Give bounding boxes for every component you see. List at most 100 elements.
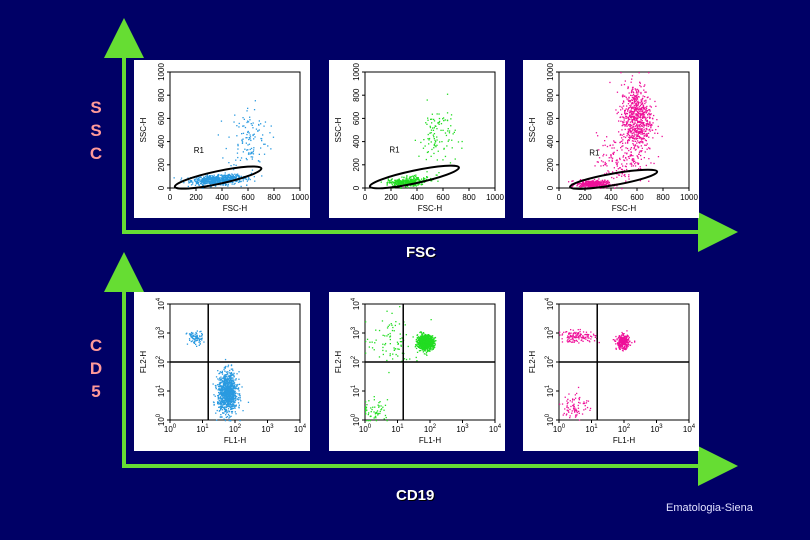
- data-point: [640, 168, 642, 170]
- data-point: [631, 99, 633, 102]
- data-point: [232, 398, 235, 400]
- data-point: [640, 91, 642, 94]
- data-point: [234, 395, 237, 397]
- data-point: [272, 136, 275, 138]
- data-point: [222, 412, 224, 414]
- data-point: [238, 180, 241, 183]
- data-point: [625, 96, 627, 98]
- data-point: [420, 339, 422, 341]
- data-point: [198, 335, 201, 337]
- data-point: [397, 343, 399, 345]
- data-point: [400, 181, 402, 183]
- data-point: [237, 173, 239, 175]
- data-point: [433, 138, 435, 140]
- data-point: [409, 179, 411, 182]
- data-point: [618, 131, 620, 133]
- data-point: [599, 185, 601, 187]
- data-points: [568, 72, 663, 190]
- data-point: [218, 177, 221, 179]
- data-point: [226, 389, 228, 391]
- data-point: [605, 163, 607, 165]
- data-point: [388, 324, 391, 326]
- data-point: [231, 176, 234, 178]
- data-point: [644, 110, 646, 113]
- data-point: [638, 151, 641, 153]
- data-point: [632, 86, 634, 89]
- data-point: [411, 175, 413, 178]
- data-point: [392, 185, 394, 187]
- data-point: [645, 130, 647, 132]
- data-point: [419, 345, 421, 347]
- data-point: [634, 103, 637, 105]
- data-point: [639, 109, 641, 111]
- data-point: [225, 414, 227, 416]
- y-tick-label: 0: [546, 185, 555, 190]
- data-point: [220, 403, 222, 405]
- data-point: [424, 349, 427, 351]
- data-point: [623, 123, 625, 126]
- data-point: [620, 147, 622, 149]
- x-tick-exponent: 0: [173, 424, 177, 430]
- data-point: [587, 185, 590, 187]
- data-point: [390, 323, 392, 325]
- data-point: [614, 339, 616, 341]
- data-point: [251, 169, 254, 171]
- data-point: [610, 155, 612, 157]
- data-point: [260, 137, 262, 140]
- data-point: [412, 175, 414, 177]
- data-point: [228, 401, 231, 403]
- data-point: [220, 184, 222, 186]
- data-point: [632, 126, 634, 128]
- data-point: [382, 353, 384, 356]
- data-point: [426, 337, 429, 339]
- data-point: [186, 343, 189, 345]
- data-point: [231, 372, 233, 375]
- data-point: [433, 337, 435, 339]
- data-point: [215, 412, 217, 414]
- y-tick-label: 200: [546, 158, 555, 172]
- data-point: [216, 419, 218, 421]
- data-point: [589, 184, 591, 186]
- data-point: [254, 100, 256, 102]
- data-point: [631, 342, 633, 344]
- data-point: [627, 120, 629, 122]
- data-point: [230, 392, 232, 394]
- data-point: [228, 390, 230, 393]
- data-point: [399, 182, 401, 184]
- data-point: [614, 187, 616, 189]
- y-tick-exponent: 1: [351, 384, 357, 388]
- data-point: [585, 184, 587, 187]
- data-point: [421, 337, 424, 339]
- data-point: [587, 182, 589, 184]
- data-point: [433, 338, 435, 340]
- data-point: [641, 103, 644, 105]
- data-point: [423, 340, 425, 343]
- data-point: [640, 150, 642, 153]
- data-point: [230, 397, 232, 400]
- data-point: [422, 348, 424, 350]
- data-point: [233, 379, 235, 381]
- data-point: [631, 75, 634, 77]
- data-point: [644, 144, 646, 146]
- data-point: [635, 145, 637, 147]
- data-point: [617, 344, 619, 346]
- data-point: [431, 346, 433, 348]
- data-point: [215, 177, 217, 179]
- data-point: [436, 174, 438, 176]
- data-point: [643, 112, 645, 115]
- data-point: [227, 175, 229, 177]
- data-point: [430, 335, 432, 337]
- data-point: [624, 125, 626, 127]
- data-point: [580, 185, 582, 187]
- data-point: [619, 158, 621, 161]
- data-point: [393, 347, 395, 349]
- data-point: [391, 181, 393, 183]
- data-point: [619, 157, 621, 159]
- data-point: [647, 132, 650, 134]
- data-point: [384, 344, 386, 346]
- data-point: [221, 176, 224, 178]
- data-point: [442, 159, 444, 161]
- data-point: [372, 406, 374, 408]
- data-point: [632, 98, 635, 100]
- data-point: [582, 181, 584, 183]
